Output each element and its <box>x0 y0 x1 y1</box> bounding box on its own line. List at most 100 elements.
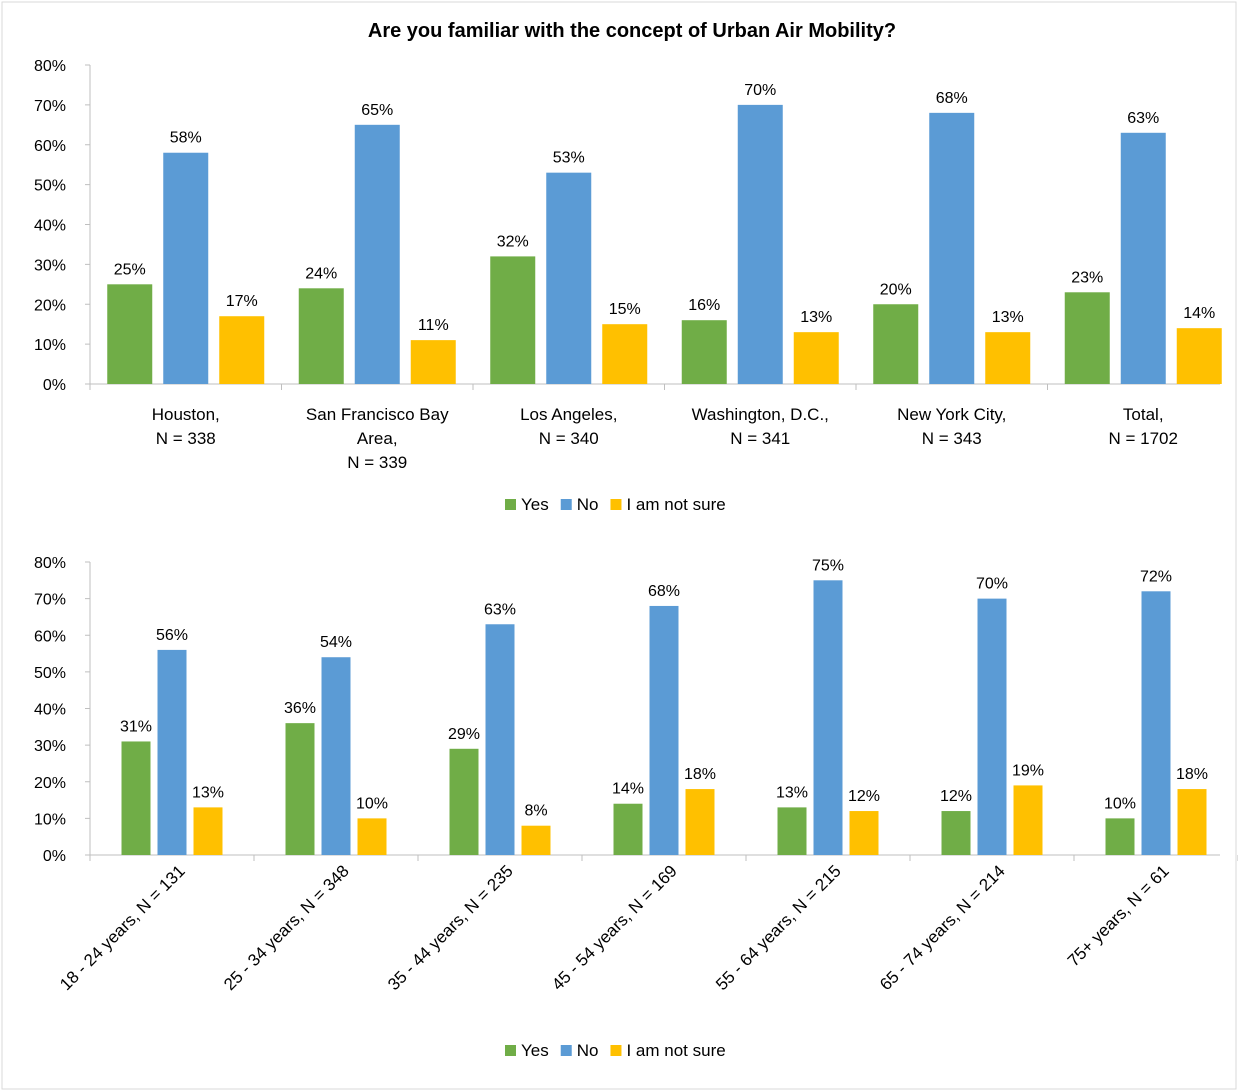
chart2-bar-no <box>977 598 1007 855</box>
chart2-bar-yes <box>449 748 479 855</box>
chart1-data-label: 15% <box>609 301 641 318</box>
chart2-data-label: 14% <box>612 781 644 798</box>
chart1-category-label: San Francisco Bay <box>306 405 449 424</box>
chart2-bar-no <box>813 580 843 855</box>
chart2-y-tick-label: 50% <box>34 665 66 682</box>
chart1-legend-label: Yes <box>521 495 549 514</box>
chart2-data-label: 8% <box>524 803 547 820</box>
chart2-data-label: 18% <box>1176 766 1208 783</box>
chart2-legend-label: Yes <box>521 1041 549 1060</box>
chart-by-city: 0% 10% 20% 30% 40% 50% 60% 70% 80% 25% 58% 17% Houst… <box>34 58 1222 514</box>
chart1-category-label: N = 339 <box>347 453 407 472</box>
chart1-category-label: Area, <box>357 429 398 448</box>
chart2-bar-yes <box>1105 818 1135 855</box>
chart2-bar-i-am-not-sure <box>685 789 715 855</box>
chart1-data-label: 13% <box>992 309 1024 326</box>
chart2-data-label: 19% <box>1012 762 1044 779</box>
chart1-bar-no <box>737 104 783 384</box>
chart2-bar-no <box>157 649 187 855</box>
chart2-y-tick-label: 0% <box>43 848 66 865</box>
chart1-y-tick-label: 50% <box>34 178 66 195</box>
chart2-bar-no <box>1141 591 1171 855</box>
chart1-legend-label: No <box>577 495 599 514</box>
chart2-bar-yes <box>777 807 807 855</box>
chart2-data-label: 13% <box>776 784 808 801</box>
chart1-data-label: 13% <box>800 309 832 326</box>
chart2-data-label: 68% <box>648 583 680 600</box>
chart2-y-tick-label: 20% <box>34 775 66 792</box>
chart1-data-label: 65% <box>361 102 393 119</box>
chart1-data-label: 58% <box>170 130 202 147</box>
chart2-bar-i-am-not-sure <box>1013 785 1043 855</box>
chart1-bar-i-am-not-sure <box>793 332 839 384</box>
chart1-data-label: 17% <box>226 293 258 310</box>
chart1-category-label: N = 338 <box>156 429 216 448</box>
chart2-data-label: 72% <box>1140 568 1172 585</box>
chart2-bar-no <box>485 624 515 855</box>
chart1-bar-yes <box>298 288 344 384</box>
chart1-legend-swatch-yes <box>505 499 516 510</box>
chart2-y-tick-label: 70% <box>34 592 66 609</box>
chart2-data-label: 31% <box>120 718 152 735</box>
chart1-category-label: Houston, <box>152 405 220 424</box>
chart1-data-label: 24% <box>305 265 337 282</box>
chart2-bar-i-am-not-sure <box>521 825 551 855</box>
chart2-bar-i-am-not-sure <box>1177 789 1207 855</box>
chart2-y-tick-label: 30% <box>34 738 66 755</box>
chart1-legend-swatch-no <box>560 499 572 510</box>
chart1-category-label: N = 1702 <box>1109 429 1178 448</box>
chart2-data-label: 10% <box>1104 795 1136 812</box>
chart2-data-label: 29% <box>448 726 480 743</box>
chart1-y-tick-label: 80% <box>34 58 66 75</box>
chart1-bar-no <box>163 152 209 384</box>
chart2-data-label: 75% <box>812 557 844 574</box>
chart1-category-label: N = 343 <box>922 429 982 448</box>
chart1-data-label: 70% <box>744 82 776 99</box>
chart2-data-label: 10% <box>356 795 388 812</box>
chart2-bar-yes <box>285 723 315 855</box>
chart1-data-label: 68% <box>936 90 968 107</box>
chart2-legend-label: No <box>577 1041 599 1060</box>
chart1-data-label: 20% <box>880 281 912 298</box>
chart1-bar-yes <box>490 256 536 384</box>
chart2-bar-i-am-not-sure <box>849 811 879 855</box>
chart1-y-tick-label: 40% <box>34 218 66 235</box>
chart1-y-tick-label: 0% <box>43 377 66 394</box>
chart1-category-label: New York City, <box>897 405 1006 424</box>
chart1-data-label: 14% <box>1183 305 1215 322</box>
chart2-data-label: 63% <box>484 601 516 618</box>
chart2-data-label: 12% <box>940 788 972 805</box>
chart2-bar-yes <box>941 811 971 855</box>
chart1-data-label: 63% <box>1127 110 1159 127</box>
chart1-data-label: 25% <box>114 261 146 278</box>
chart-title: Are you familiar with the concept of Urb… <box>368 20 896 42</box>
chart2-bar-no <box>649 605 679 855</box>
chart1-bar-no <box>1120 132 1166 384</box>
chart1-bar-yes <box>107 284 153 384</box>
chart1-bar-i-am-not-sure <box>602 324 648 384</box>
chart2-y-tick-label: 40% <box>34 702 66 719</box>
chart1-category-label: N = 341 <box>730 429 790 448</box>
chart1-bar-no <box>929 112 975 384</box>
chart2-y-tick-label: 60% <box>34 628 66 645</box>
chart2-data-label: 13% <box>192 784 224 801</box>
chart2-bar-yes <box>121 741 151 855</box>
chart1-data-label: 11% <box>418 317 449 334</box>
chart1-bar-no <box>354 124 400 384</box>
chart1-bar-yes <box>873 304 919 384</box>
chart1-data-label: 53% <box>553 150 585 167</box>
chart1-data-label: 23% <box>1071 269 1103 286</box>
chart2-data-label: 18% <box>684 766 716 783</box>
chart1-y-tick-label: 20% <box>34 297 66 314</box>
chart1-legend-swatch-i-am-not-sure <box>610 499 622 510</box>
chart1-data-label: 16% <box>688 297 720 314</box>
chart2-y-tick-label: 10% <box>34 811 66 828</box>
chart2-legend-swatch-yes <box>505 1045 516 1056</box>
chart2-data-label: 36% <box>284 700 316 717</box>
chart1-category-label: Total, <box>1123 405 1164 424</box>
chart1-bar-i-am-not-sure <box>219 316 265 384</box>
chart1-bar-i-am-not-sure <box>1176 328 1222 384</box>
chart2-data-label: 54% <box>320 634 352 651</box>
